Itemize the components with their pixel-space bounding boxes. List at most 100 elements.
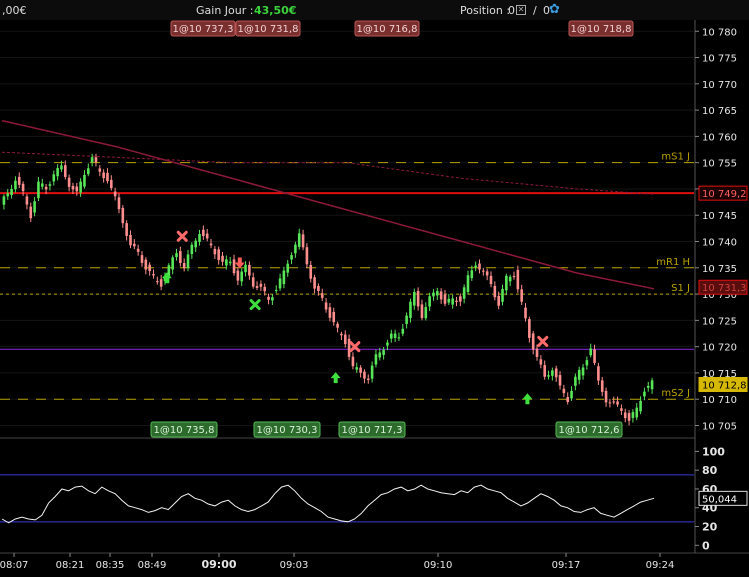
candle-body (343, 334, 347, 345)
candle-body (194, 240, 197, 248)
candle-body (309, 265, 313, 279)
candle-body (21, 183, 25, 192)
candle-body (551, 370, 554, 376)
x-tick-label: 09:17 (552, 560, 581, 571)
oscillator-y-tick-label: 100 (702, 445, 725, 458)
price-tag (698, 279, 748, 295)
candle-body (98, 168, 102, 172)
candle-body (148, 264, 151, 272)
sell-order-tag (568, 20, 634, 37)
y-tick-label: 10 760 (702, 132, 737, 143)
candle-body (248, 264, 251, 276)
oscillator-y-tick-label: 0 (702, 539, 710, 552)
candle-body (520, 289, 523, 302)
candle-body (370, 365, 374, 379)
candle-body (493, 285, 497, 298)
candle-body (393, 333, 397, 338)
price-tag (698, 185, 748, 201)
y-tick-label: 10 780 (702, 27, 737, 38)
buy-exit-x-icon (249, 299, 261, 311)
candle-body (623, 412, 627, 419)
candle-body (539, 359, 543, 365)
candle-body (397, 337, 401, 339)
y-tick-label: 10 755 (702, 159, 737, 170)
candle-body (244, 264, 247, 273)
y-tick-label: 10 720 (702, 343, 737, 354)
gear-icon[interactable]: ✿ (549, 2, 560, 17)
candle-body (136, 248, 140, 252)
candle-body (113, 191, 117, 197)
candle-body (531, 333, 535, 350)
y-tick-label: 10 770 (702, 80, 737, 91)
x-tick-label: 09:00 (201, 558, 236, 571)
candle-body (67, 177, 71, 187)
buy-order-tag-label: 1@10 730,3 (257, 425, 318, 436)
candle-body (33, 201, 36, 213)
candle-body (627, 413, 631, 421)
candle-body (451, 298, 454, 305)
candle-body (217, 249, 220, 260)
position-separator: / (533, 4, 537, 17)
candle-body (209, 243, 213, 246)
candle-body (497, 295, 500, 306)
x-tick-label: 08:49 (138, 560, 167, 571)
position-value-2: 0 (543, 4, 550, 17)
sell-order-tag (170, 20, 236, 37)
buy-order-tag (338, 421, 406, 438)
buy-arrow-icon (522, 393, 533, 405)
candle-body (94, 157, 98, 163)
moving-average-line (1, 151, 655, 195)
candle-body (75, 186, 79, 192)
candle-body (562, 388, 566, 394)
candle-body (620, 408, 623, 411)
candle-body (102, 172, 105, 179)
candle-body (255, 286, 259, 288)
candle-body (570, 390, 573, 399)
candle-body (290, 255, 293, 260)
candle-body (646, 385, 650, 388)
level-label: S1 J (671, 283, 690, 294)
candle-body (48, 184, 52, 186)
chart-background (0, 20, 749, 577)
candle-body (482, 270, 485, 272)
candle-body (228, 261, 232, 264)
candle-body (589, 348, 593, 356)
time-axis: 08:07 08:21 08:35 08:49 09:00 09:03 09:10 09:17… (0, 553, 674, 571)
y-tick-label: 10 775 (702, 54, 737, 65)
candle-body (462, 287, 466, 299)
candle-body (639, 400, 642, 412)
daily-gain-label: Gain Jour : (196, 4, 254, 17)
candle-body (447, 298, 451, 303)
candle-body (420, 304, 424, 319)
candle-body (508, 276, 512, 282)
close-position-icon[interactable]: ✕ (516, 5, 526, 15)
sell-order-tag-label: 1@10 716,8 (357, 24, 418, 35)
candle-body (478, 263, 481, 270)
candle-body (643, 391, 646, 397)
candle-body (412, 292, 416, 306)
level-label: mS2 J (661, 388, 690, 399)
candle-body (79, 181, 82, 193)
candle-body (294, 244, 297, 254)
candle-body (608, 402, 612, 404)
price-tag (698, 376, 748, 392)
candle-body (505, 275, 508, 291)
candle-body (574, 376, 577, 386)
candle-body (140, 255, 144, 263)
x-tick-label: 08:21 (56, 560, 85, 571)
candle-body (374, 354, 378, 365)
candle-body (566, 397, 570, 402)
candle-body (416, 290, 420, 307)
x-tick-label: 09:10 (424, 560, 453, 571)
candle-body (129, 234, 132, 246)
candle-body (117, 197, 121, 210)
candle-body (182, 262, 186, 269)
candle-body (432, 292, 435, 297)
candle-body (428, 296, 431, 307)
candle-body (328, 307, 332, 318)
candle-body (650, 380, 654, 390)
candle-body (455, 300, 458, 303)
y-tick-label: 10 725 (702, 316, 737, 327)
